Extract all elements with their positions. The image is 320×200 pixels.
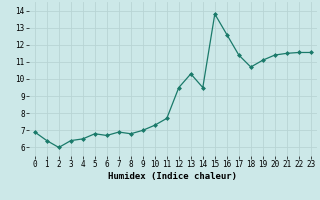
X-axis label: Humidex (Indice chaleur): Humidex (Indice chaleur) xyxy=(108,172,237,181)
